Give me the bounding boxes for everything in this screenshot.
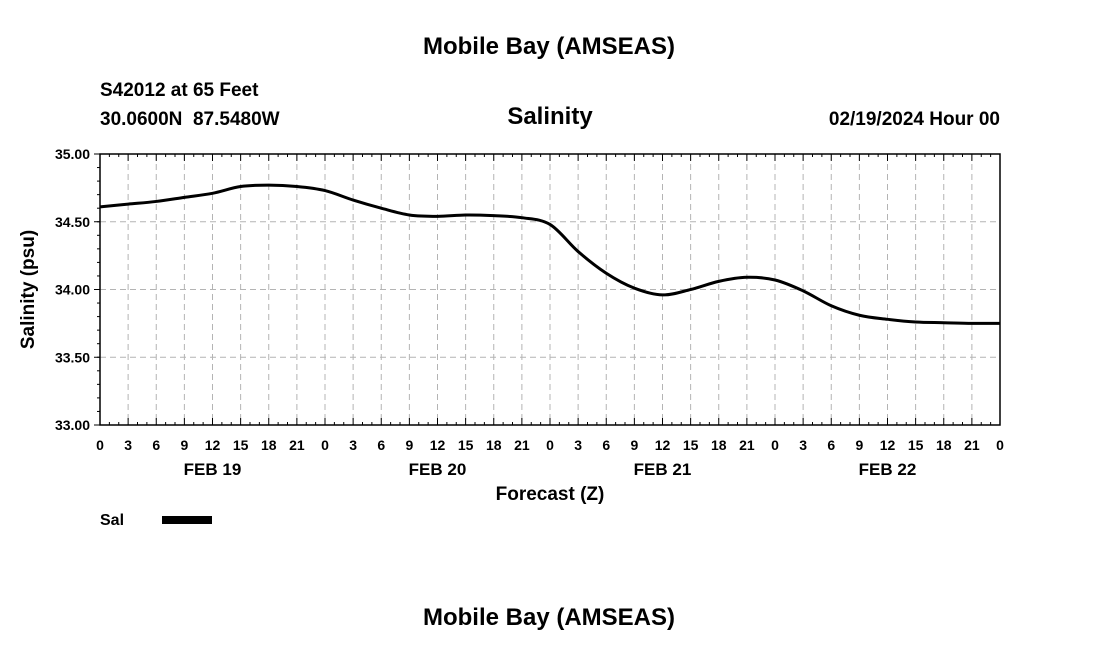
x-tick-label: 21 (514, 437, 530, 453)
x-tick-label: 6 (152, 437, 160, 453)
chart-title: Salinity (507, 103, 593, 130)
bottom-title: Mobile Bay (AMSEAS) (423, 604, 675, 631)
y-tick-label: 35.00 (55, 146, 90, 162)
x-tick-label: 12 (655, 437, 671, 453)
x-tick-label: 3 (799, 437, 807, 453)
x-tick-label: 12 (880, 437, 896, 453)
legend-swatch (162, 516, 212, 524)
x-tick-label: 12 (430, 437, 446, 453)
top-title: Mobile Bay (AMSEAS) (423, 33, 675, 60)
station-coords: 30.0600N 87.5480W (100, 109, 280, 130)
x-tick-label: 9 (180, 437, 188, 453)
station-label: S42012 at 65 Feet (100, 80, 259, 101)
day-label: FEB 21 (634, 460, 692, 479)
x-tick-label: 3 (349, 437, 357, 453)
x-tick-label: 9 (405, 437, 413, 453)
x-tick-label: 18 (936, 437, 952, 453)
grid (100, 154, 1000, 425)
x-tick-label: 15 (683, 437, 699, 453)
series-line-sal (99, 183, 1001, 325)
series-layer (99, 183, 1001, 325)
day-label: FEB 22 (859, 460, 917, 479)
plot-frame (99, 153, 1001, 426)
day-label: FEB 19 (184, 460, 242, 479)
x-tick-label: 18 (486, 437, 502, 453)
x-tick-label: 21 (289, 437, 305, 453)
forecast-date: 02/19/2024 Hour 00 (829, 109, 1000, 130)
x-tick-label: 3 (574, 437, 582, 453)
y-tick-label: 34.50 (55, 214, 90, 230)
y-tick-label: 34.00 (55, 282, 90, 298)
x-tick-label: 15 (908, 437, 924, 453)
x-tick-label: 0 (771, 437, 779, 453)
x-tick-label: 6 (377, 437, 385, 453)
x-tick-label: 0 (996, 437, 1004, 453)
x-tick-label: 18 (261, 437, 277, 453)
x-tick-label: 0 (321, 437, 329, 453)
legend: Sal (100, 512, 212, 529)
x-tick-label: 0 (546, 437, 554, 453)
x-axis-label: Forecast (Z) (496, 484, 605, 505)
legend-label: Sal (100, 512, 124, 529)
x-tick-label: 15 (233, 437, 249, 453)
y-tick-label: 33.00 (55, 417, 90, 433)
x-tick-label: 3 (124, 437, 132, 453)
x-tick-label: 9 (855, 437, 863, 453)
x-tick-label: 9 (630, 437, 638, 453)
x-tick-label: 21 (739, 437, 755, 453)
day-label: FEB 20 (409, 460, 467, 479)
x-tick-label: 21 (964, 437, 980, 453)
x-tick-label: 12 (205, 437, 221, 453)
x-tick-label: 18 (711, 437, 727, 453)
x-tick-label: 6 (827, 437, 835, 453)
y-axis-label: Salinity (psu) (18, 230, 39, 349)
x-tick-label: 0 (96, 437, 104, 453)
x-tick-label: 15 (458, 437, 474, 453)
x-tick-label: 6 (602, 437, 610, 453)
y-tick-label: 33.50 (55, 349, 90, 365)
axes: 0 3 6 9 12 15 18 21 0 3 6 9 12 15 18 21 0 3 6 9 12 15 18 21 0 3 6 9… (55, 146, 1004, 479)
